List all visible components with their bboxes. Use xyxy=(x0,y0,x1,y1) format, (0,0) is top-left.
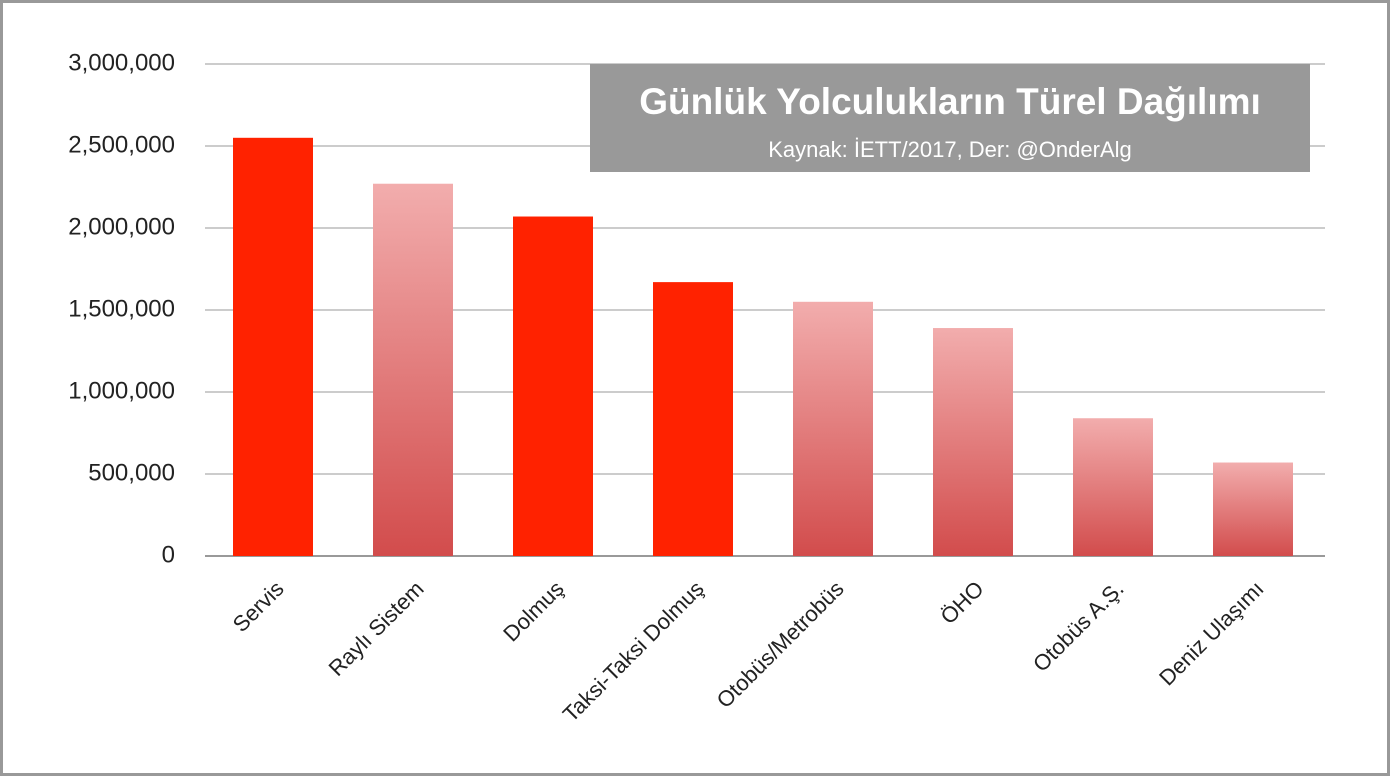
bar xyxy=(793,301,873,556)
bar xyxy=(1213,462,1293,556)
y-tick-label: 500,000 xyxy=(88,459,175,486)
y-tick-label: 3,000,000 xyxy=(68,49,175,76)
bar xyxy=(233,137,313,557)
bar xyxy=(933,328,1013,556)
bar xyxy=(653,282,733,556)
chart-title: Günlük Yolculukların Türel Dağılımı xyxy=(639,81,1261,122)
chart-subtitle: Kaynak: İETT/2017, Der: @OnderAlg xyxy=(768,137,1132,162)
y-tick-label: 1,000,000 xyxy=(68,377,175,404)
title-box xyxy=(590,64,1310,172)
y-tick-label: 1,500,000 xyxy=(68,295,175,322)
y-tick-label: 2,500,000 xyxy=(68,131,175,158)
bar xyxy=(1073,418,1153,556)
y-tick-label: 2,000,000 xyxy=(68,213,175,240)
y-tick-label: 0 xyxy=(162,541,175,568)
bar xyxy=(373,183,453,556)
bar xyxy=(513,216,593,556)
